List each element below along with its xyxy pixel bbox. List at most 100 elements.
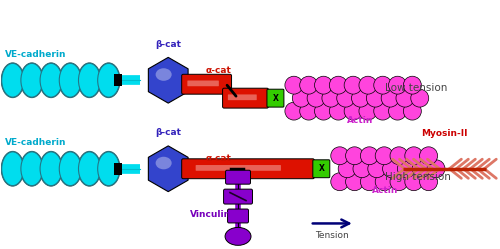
FancyBboxPatch shape — [222, 88, 268, 108]
Ellipse shape — [96, 62, 120, 98]
Ellipse shape — [411, 89, 428, 107]
Ellipse shape — [336, 89, 354, 107]
Ellipse shape — [285, 76, 303, 94]
Ellipse shape — [78, 152, 100, 186]
Ellipse shape — [404, 102, 421, 120]
Ellipse shape — [390, 173, 408, 191]
Text: α-cat: α-cat — [206, 66, 232, 75]
FancyBboxPatch shape — [114, 74, 122, 86]
Text: Actin: Actin — [372, 186, 399, 195]
Ellipse shape — [404, 76, 421, 94]
Ellipse shape — [405, 147, 423, 165]
Ellipse shape — [359, 76, 377, 94]
FancyBboxPatch shape — [182, 159, 314, 179]
Ellipse shape — [39, 151, 63, 187]
Ellipse shape — [98, 63, 120, 97]
Text: α-cat: α-cat — [206, 154, 232, 163]
Text: Vinculin: Vinculin — [190, 210, 230, 219]
Ellipse shape — [2, 63, 24, 97]
Ellipse shape — [338, 160, 356, 178]
Ellipse shape — [388, 102, 406, 120]
FancyBboxPatch shape — [228, 94, 256, 100]
Text: β-cat: β-cat — [155, 128, 181, 137]
Ellipse shape — [412, 160, 430, 178]
Ellipse shape — [98, 152, 120, 186]
Ellipse shape — [40, 63, 62, 97]
Ellipse shape — [344, 76, 362, 94]
Polygon shape — [148, 57, 188, 103]
Text: VE-cadherin: VE-cadherin — [4, 138, 66, 147]
Ellipse shape — [375, 147, 393, 165]
Ellipse shape — [2, 152, 24, 186]
Text: Actin: Actin — [346, 116, 373, 124]
Ellipse shape — [359, 102, 377, 120]
FancyBboxPatch shape — [114, 163, 122, 175]
Ellipse shape — [398, 160, 415, 178]
Ellipse shape — [314, 76, 332, 94]
Text: Low tension: Low tension — [384, 83, 447, 93]
Ellipse shape — [382, 160, 400, 178]
Ellipse shape — [366, 89, 384, 107]
Ellipse shape — [78, 62, 102, 98]
Ellipse shape — [374, 76, 392, 94]
Ellipse shape — [225, 227, 251, 245]
Text: β-cat: β-cat — [155, 40, 181, 49]
Ellipse shape — [374, 102, 392, 120]
Polygon shape — [148, 146, 188, 192]
Text: X: X — [318, 164, 324, 173]
Ellipse shape — [344, 102, 362, 120]
FancyBboxPatch shape — [182, 74, 232, 94]
Ellipse shape — [352, 89, 370, 107]
Ellipse shape — [420, 147, 438, 165]
Ellipse shape — [20, 151, 44, 187]
FancyBboxPatch shape — [313, 160, 330, 178]
Text: High tension: High tension — [384, 172, 450, 182]
Ellipse shape — [60, 152, 81, 186]
Ellipse shape — [360, 173, 378, 191]
Ellipse shape — [390, 147, 408, 165]
Ellipse shape — [58, 151, 82, 187]
Ellipse shape — [388, 76, 406, 94]
Ellipse shape — [21, 63, 43, 97]
Ellipse shape — [40, 152, 62, 186]
Ellipse shape — [420, 173, 438, 191]
Ellipse shape — [427, 160, 445, 178]
Text: Myosin-II: Myosin-II — [421, 129, 468, 138]
Ellipse shape — [20, 62, 44, 98]
FancyBboxPatch shape — [226, 170, 250, 184]
Ellipse shape — [300, 102, 318, 120]
Ellipse shape — [156, 68, 172, 81]
Ellipse shape — [405, 173, 423, 191]
Ellipse shape — [368, 160, 386, 178]
Ellipse shape — [39, 62, 63, 98]
Ellipse shape — [300, 76, 318, 94]
Ellipse shape — [331, 173, 348, 191]
Text: VE-cadherin: VE-cadherin — [4, 50, 66, 59]
FancyBboxPatch shape — [224, 189, 252, 204]
Ellipse shape — [375, 173, 393, 191]
Ellipse shape — [346, 147, 364, 165]
Ellipse shape — [330, 76, 347, 94]
Ellipse shape — [78, 151, 102, 187]
Ellipse shape — [285, 102, 303, 120]
Ellipse shape — [307, 89, 325, 107]
FancyBboxPatch shape — [228, 209, 248, 223]
Ellipse shape — [314, 102, 332, 120]
FancyBboxPatch shape — [188, 80, 219, 86]
Ellipse shape — [0, 151, 24, 187]
Ellipse shape — [156, 157, 172, 169]
Ellipse shape — [360, 147, 378, 165]
Ellipse shape — [331, 147, 348, 165]
FancyBboxPatch shape — [196, 165, 281, 171]
Ellipse shape — [21, 152, 43, 186]
Ellipse shape — [96, 151, 120, 187]
Ellipse shape — [322, 89, 340, 107]
FancyBboxPatch shape — [267, 89, 284, 107]
Text: X: X — [272, 94, 278, 103]
Ellipse shape — [330, 102, 347, 120]
Ellipse shape — [0, 62, 24, 98]
Ellipse shape — [58, 62, 82, 98]
Ellipse shape — [78, 63, 100, 97]
Ellipse shape — [353, 160, 371, 178]
Ellipse shape — [396, 89, 414, 107]
